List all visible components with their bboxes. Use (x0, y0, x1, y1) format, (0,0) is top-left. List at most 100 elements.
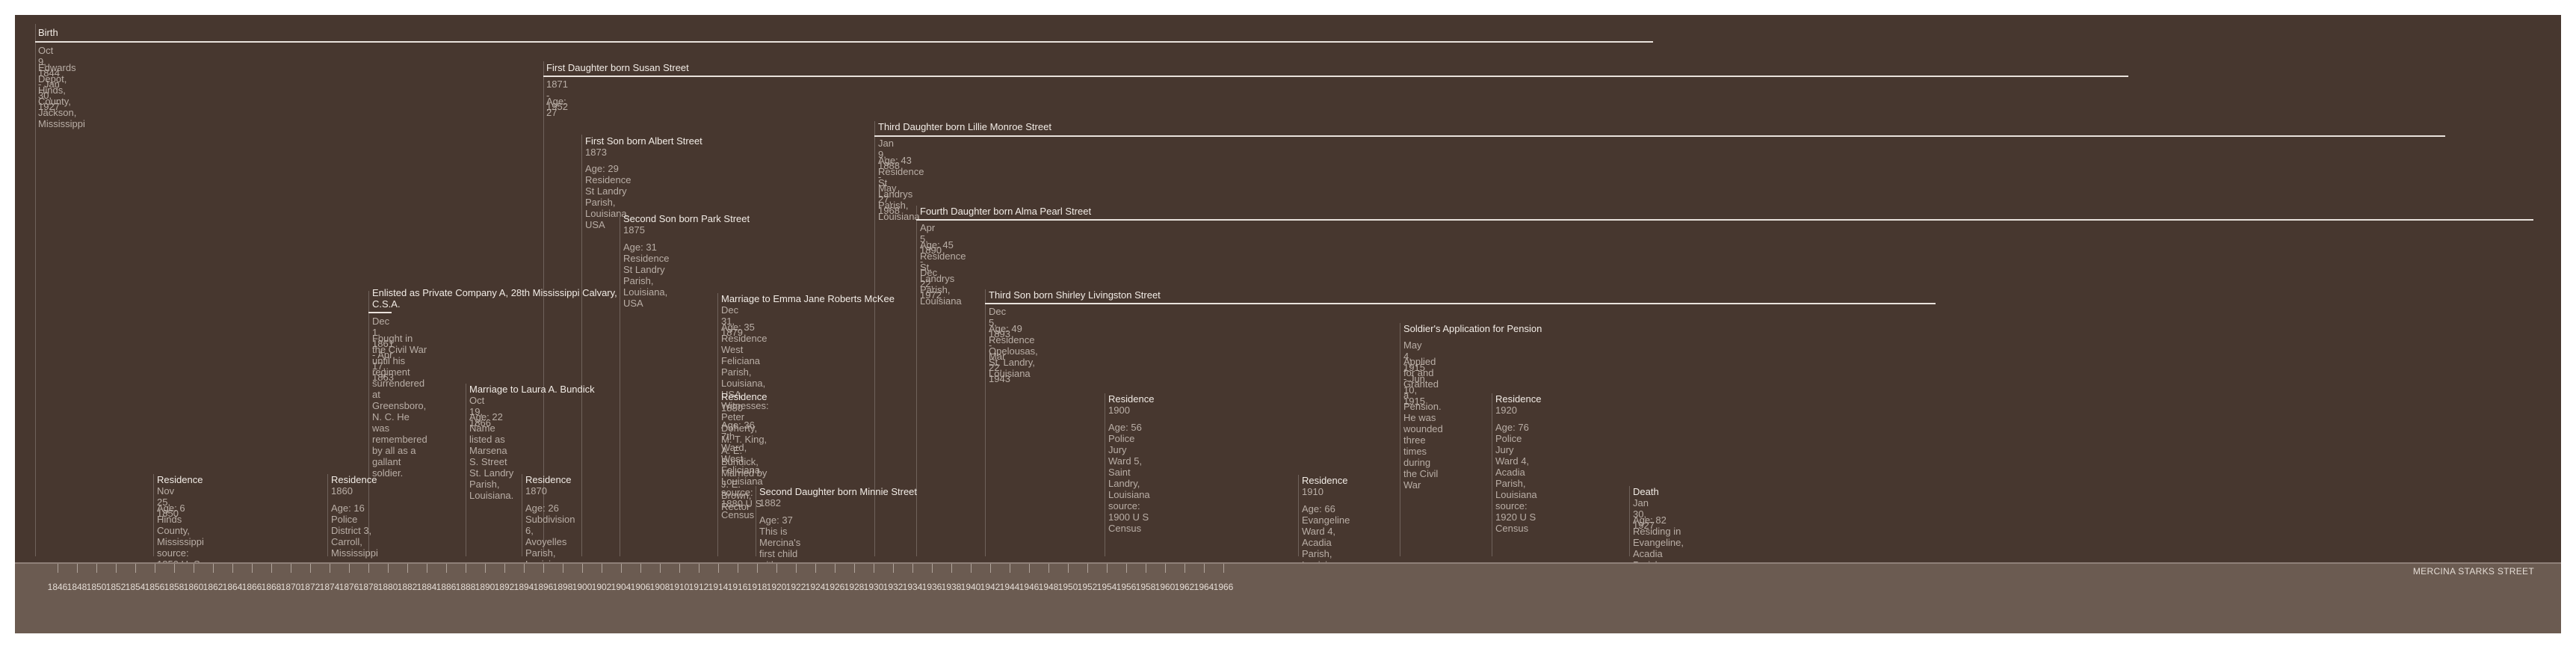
axis-tick-label: 1914 (708, 582, 729, 592)
axis-tick (621, 564, 622, 573)
axis-tick (349, 564, 350, 573)
event-dates: 1910 (1302, 486, 1323, 497)
axis-tick-label: 1894 (513, 582, 534, 592)
axis-tick-label: 1946 (1019, 582, 1040, 592)
axis-tick-label: 1932 (883, 582, 904, 592)
axis-tick-label: 1930 (863, 582, 884, 592)
axis-tick (1184, 564, 1185, 573)
axis-tick-label: 1866 (241, 582, 262, 592)
axis-tick-label: 1852 (105, 582, 126, 592)
axis-tick-label: 1928 (844, 582, 865, 592)
timeline-canvas: Birth Oct 9, 1844 - Jan 30, 1927 Edwards… (15, 15, 2561, 633)
axis-tick (485, 564, 486, 573)
axis-tick-label: 1860 (183, 582, 204, 592)
event-details: Age: 43 Residence St Landrys Parish, Lou… (878, 155, 924, 222)
axis-tick-label: 1876 (339, 582, 359, 592)
event-details: Age: 31 Residence St Landry Parish, Loui… (623, 242, 670, 309)
event-title: Enlisted as Private Company A, 28th Miss… (372, 287, 617, 310)
event-details: Age: 22 Name listed as Marsena S. Street… (469, 411, 514, 501)
axis-tick-label: 1924 (805, 582, 826, 592)
event-details: Applied for and Granted a Pension. He wa… (1403, 356, 1443, 491)
axis-tick-label: 1850 (86, 582, 107, 592)
axis-tick (951, 564, 952, 573)
event-dates: 1870 (525, 485, 547, 497)
event-span-bar (985, 303, 1936, 304)
axis-tick (679, 564, 680, 573)
axis-tick (815, 564, 816, 573)
axis-band (15, 562, 2561, 633)
event-dates: 1900 (1108, 405, 1130, 416)
event-title: Marriage to Emma Jane Roberts McKee (721, 293, 895, 304)
event-details: Age: 76 Police Jury Ward 4, Acadia Paris… (1495, 422, 1537, 534)
event-dates: Jan 30, 1927 (1633, 497, 1655, 531)
event-title: Third Daughter born Lillie Monroe Street (878, 121, 1051, 132)
axis-tick (1223, 564, 1224, 573)
axis-tick (543, 564, 544, 573)
axis-tick (407, 564, 408, 573)
axis-tick-label: 1868 (261, 582, 282, 592)
event-dates: Dec 1, 1861 - Apr 17, 1863 (372, 316, 394, 383)
axis-tick-label: 1940 (960, 582, 981, 592)
event-span-bar (368, 312, 392, 313)
axis-tick-label: 1960 (1155, 582, 1176, 592)
event-dates: 1875 (623, 224, 645, 236)
axis-tick-label: 1948 (1038, 582, 1059, 592)
event-dates: 1920 (1495, 405, 1517, 416)
event-title: Residence (1302, 475, 1348, 486)
axis-tick (1087, 564, 1088, 573)
axis-tick-label: 1856 (144, 582, 165, 592)
event-dates: Dec 5, 1893 - Mar 22, 1943 (989, 306, 1010, 384)
axis-tick-label: 1920 (766, 582, 787, 592)
event-title: Residence (1495, 393, 1542, 405)
event-dates: 1871 - 1952 (546, 79, 568, 112)
axis-tick (1107, 564, 1108, 573)
axis-tick-label: 1900 (572, 582, 593, 592)
event-title: First Son born Albert Street (585, 135, 702, 147)
event-span-bar (543, 76, 2128, 77)
event-dates: Dec 31, 1879 (721, 304, 743, 338)
axis-tick (504, 564, 505, 573)
axis-tick-label: 1936 (921, 582, 942, 592)
event-title: Birth (38, 27, 58, 38)
axis-tick (912, 564, 913, 573)
axis-tick (213, 564, 214, 573)
axis-tick-label: 1908 (649, 582, 670, 592)
axis-tick (524, 564, 525, 573)
event-title: Residence (1108, 393, 1155, 405)
axis-tick (1048, 564, 1049, 573)
axis-tick (854, 564, 855, 573)
axis-tick (388, 564, 389, 573)
axis-tick-label: 1896 (533, 582, 554, 592)
axis-tick (135, 564, 136, 573)
event-dates: Nov 25, 1850 (157, 485, 179, 519)
axis-tick (1165, 564, 1166, 573)
event-title: Residence (525, 474, 572, 485)
axis-tick-label: 1944 (999, 582, 1020, 592)
axis-tick-label: 1942 (980, 582, 1001, 592)
axis-tick-label: 1912 (688, 582, 709, 592)
axis-tick (1126, 564, 1127, 573)
axis-tick (96, 564, 97, 573)
event-details: Age: 36 7th Ward, West Feliciana, Louisi… (721, 419, 763, 520)
axis-tick-label: 1962 (1174, 582, 1195, 592)
event-title: Death (1633, 486, 1659, 497)
axis-tick-label: 1892 (494, 582, 515, 592)
axis-tick-label: 1934 (902, 582, 923, 592)
event-details: Age: 35 Residence West Feliciana Parish,… (721, 322, 769, 512)
event-title: Residence (721, 391, 767, 402)
axis-tick (446, 564, 447, 573)
event-dates: Oct 9, 1844 - Jan 30, 1927 (38, 45, 60, 112)
axis-tick-label: 1878 (358, 582, 379, 592)
person-name: MERCINA STARKS STREET (2412, 566, 2534, 577)
axis-tick-label: 1882 (397, 582, 418, 592)
event-details: Age: 56 Police Jury Ward 5, Saint Landry… (1108, 422, 1150, 534)
axis-tick-label: 1880 (377, 582, 398, 592)
axis-tick-label: 1918 (747, 582, 767, 592)
axis-tick-label: 1846 (47, 582, 68, 592)
axis-tick-label: 1950 (1057, 582, 1078, 592)
axis-tick (271, 564, 272, 573)
axis-tick-label: 1964 (1193, 582, 1214, 592)
axis-tick-label: 1958 (1135, 582, 1156, 592)
event-dates: Jan 9, 1888 - May 27, 1968 (878, 138, 900, 216)
event-title: Fourth Daughter born Alma Pearl Street (920, 206, 1092, 217)
